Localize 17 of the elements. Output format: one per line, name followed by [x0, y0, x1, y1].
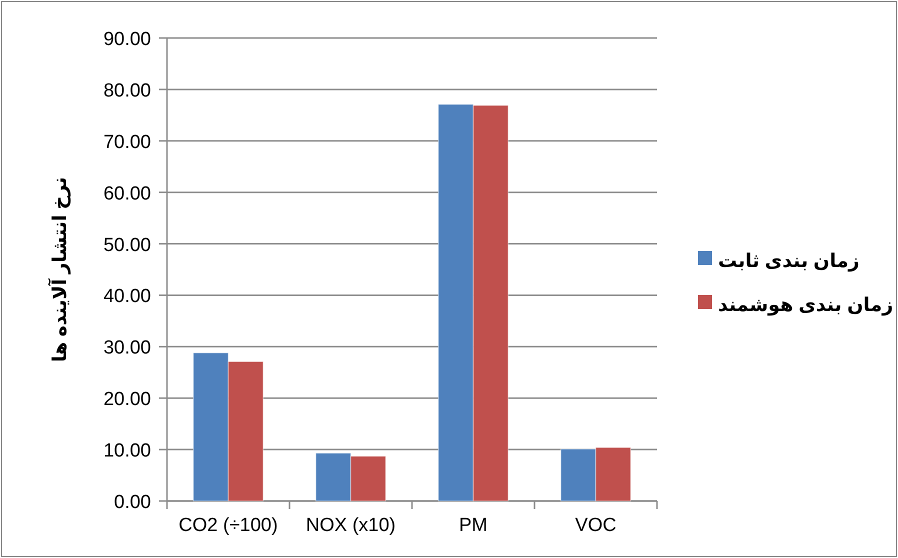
y-tick-label: 30.00 — [103, 338, 151, 359]
y-tick-label: 20.00 — [103, 389, 151, 410]
x-tick-label: CO2 (÷100) — [178, 515, 278, 536]
x-tick-label: VOC — [575, 515, 616, 536]
y-tick-label: 90.00 — [103, 29, 151, 50]
y-tick-label: 80.00 — [103, 80, 151, 102]
y-tick-label: 70.00 — [103, 132, 151, 153]
y-tick-label: 10.00 — [103, 440, 151, 462]
legend-item: زمان بندی هوشمند — [698, 295, 894, 316]
y-tick-label: 0.00 — [114, 492, 151, 513]
y-tick-label: 40.00 — [103, 286, 151, 308]
y-tick-label: 60.00 — [103, 183, 151, 204]
y-axis-title: نرخ انتشار آلاینده ها — [47, 176, 71, 362]
y-tick-label: 50.00 — [103, 234, 151, 256]
x-tick-label: PM — [459, 515, 488, 536]
x-tick-label: NOX (x10) — [306, 515, 396, 536]
legend-item: زمان بندی ثابت — [698, 251, 860, 272]
